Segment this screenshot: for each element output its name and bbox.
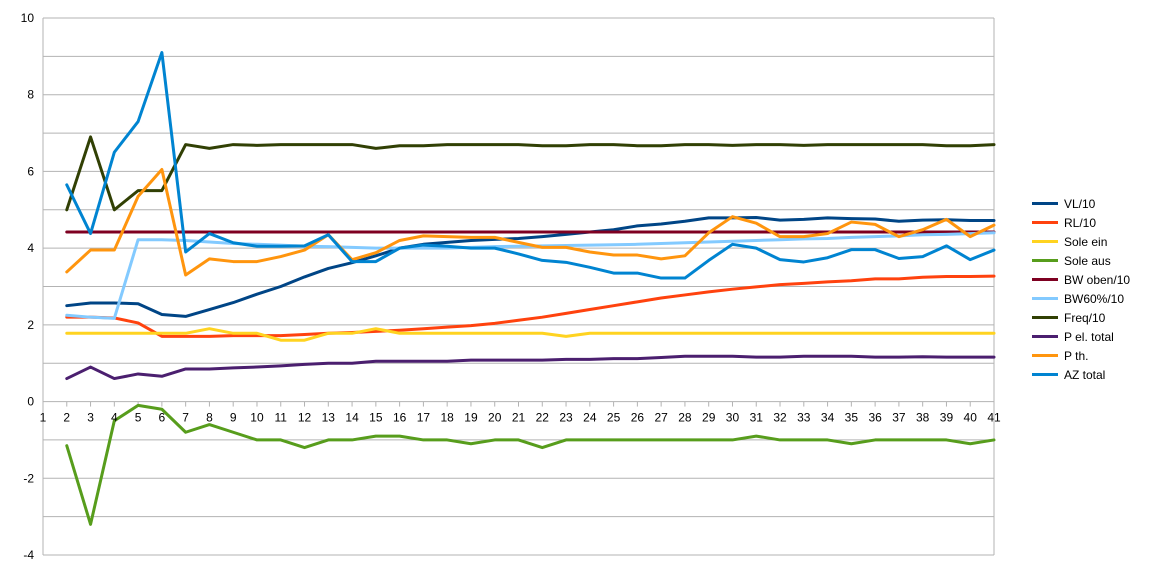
x-tick-label: 28 [678,411,692,425]
series-line-sole-ein [65,327,996,342]
x-tick-label: 26 [631,411,645,425]
series-line-freq-10 [65,135,996,212]
legend-item: AZ total [1032,365,1130,384]
legend-label: Sole aus [1064,253,1111,268]
x-tick-label: 10 [250,411,264,425]
series-line-p-el-total [65,354,996,381]
legend-label: P th. [1064,348,1089,363]
series-line-rl-10 [65,274,996,338]
legend-swatch [1032,240,1058,243]
x-tick-label: 36 [868,411,882,425]
x-tick-label: 20 [488,411,502,425]
series-line-vl-10 [65,215,996,318]
legend-label: BW oben/10 [1064,272,1131,287]
legend-swatch [1032,316,1058,319]
series-line-sole-aus [65,403,996,526]
x-tick-label: 24 [583,411,597,425]
axes [42,18,995,555]
legend-item: BW60%/10 [1032,289,1130,308]
legend-item: P th. [1032,346,1130,365]
x-tick-label: 15 [369,411,383,425]
legend-item: Sole ein [1032,232,1130,251]
x-tick-label: 32 [773,411,787,425]
y-tick-label: 2 [27,318,34,332]
x-tick-label: 31 [750,411,764,425]
legend-item: BW oben/10 [1032,270,1130,289]
legend-label: P el. total [1064,329,1114,344]
x-tick-label: 17 [417,411,431,425]
series-lines [65,51,996,526]
legend-swatch [1032,335,1058,338]
x-tick-label: 9 [230,411,237,425]
x-tick-label: 25 [607,411,621,425]
y-tick-label: 4 [27,241,34,255]
series-line-p-th [65,168,996,277]
x-tick-label: 1 [40,411,47,425]
y-tick-label: -2 [23,471,34,485]
x-tick-label: 4 [111,411,118,425]
y-tick-label: 6 [27,164,34,178]
x-tick-label: 6 [159,411,166,425]
x-tick-label: 23 [559,411,573,425]
legend-swatch [1032,373,1058,376]
x-tick-label: 34 [821,411,835,425]
legend-label: RL/10 [1064,215,1097,230]
x-tick-label: 19 [464,411,478,425]
legend-label: VL/10 [1064,196,1096,211]
x-tick-label: 21 [512,411,526,425]
gridlines [43,17,994,556]
x-tick-label: 41 [987,411,1001,425]
x-tick-label: 40 [964,411,978,425]
y-tick-label: 8 [27,88,34,102]
x-tick-label: 2 [63,411,70,425]
x-tick-label: 7 [182,411,189,425]
x-tick-label: 37 [892,411,906,425]
x-tick-label: 11 [275,411,288,425]
legend-label: BW60%/10 [1064,291,1125,306]
legend-swatch [1032,202,1058,205]
legend-swatch [1032,278,1058,281]
x-tick-label: 35 [845,411,859,425]
legend: VL/10 RL/10 Sole ein Sole aus BW oben/10 BW60… [1032,194,1130,384]
legend-item: Freq/10 [1032,308,1130,327]
legend-swatch [1032,259,1058,262]
legend-swatch [1032,354,1058,357]
x-tick-label: 33 [797,411,811,425]
x-tick-label: 22 [536,411,550,425]
legend-swatch [1032,221,1058,224]
x-tick-label: 12 [298,411,312,425]
x-tick-label: 39 [940,411,954,425]
x-tick-label: 8 [206,411,213,425]
x-tick-label: 14 [345,411,359,425]
x-tick-label: 16 [393,411,407,425]
legend-item: P el. total [1032,327,1130,346]
series-line-az-total [65,51,996,280]
x-tick-label: 29 [702,411,716,425]
x-tick-label: 13 [322,411,336,425]
y-tick-label: 10 [21,11,35,25]
x-tick-label: 27 [654,411,668,425]
x-tick-label: 30 [726,411,740,425]
legend-item: VL/10 [1032,194,1130,213]
legend-item: RL/10 [1032,213,1130,232]
legend-item: Sole aus [1032,251,1130,270]
y-tick-label: 0 [27,395,34,409]
legend-label: Sole ein [1064,234,1108,249]
x-tick-label: 18 [440,411,454,425]
x-tick-label: 5 [135,411,142,425]
x-tick-label: 38 [916,411,930,425]
x-tick-label: 3 [87,411,94,425]
legend-swatch [1032,297,1058,300]
legend-label: AZ total [1064,367,1106,382]
legend-label: Freq/10 [1064,310,1106,325]
y-tick-label: -4 [23,548,34,562]
